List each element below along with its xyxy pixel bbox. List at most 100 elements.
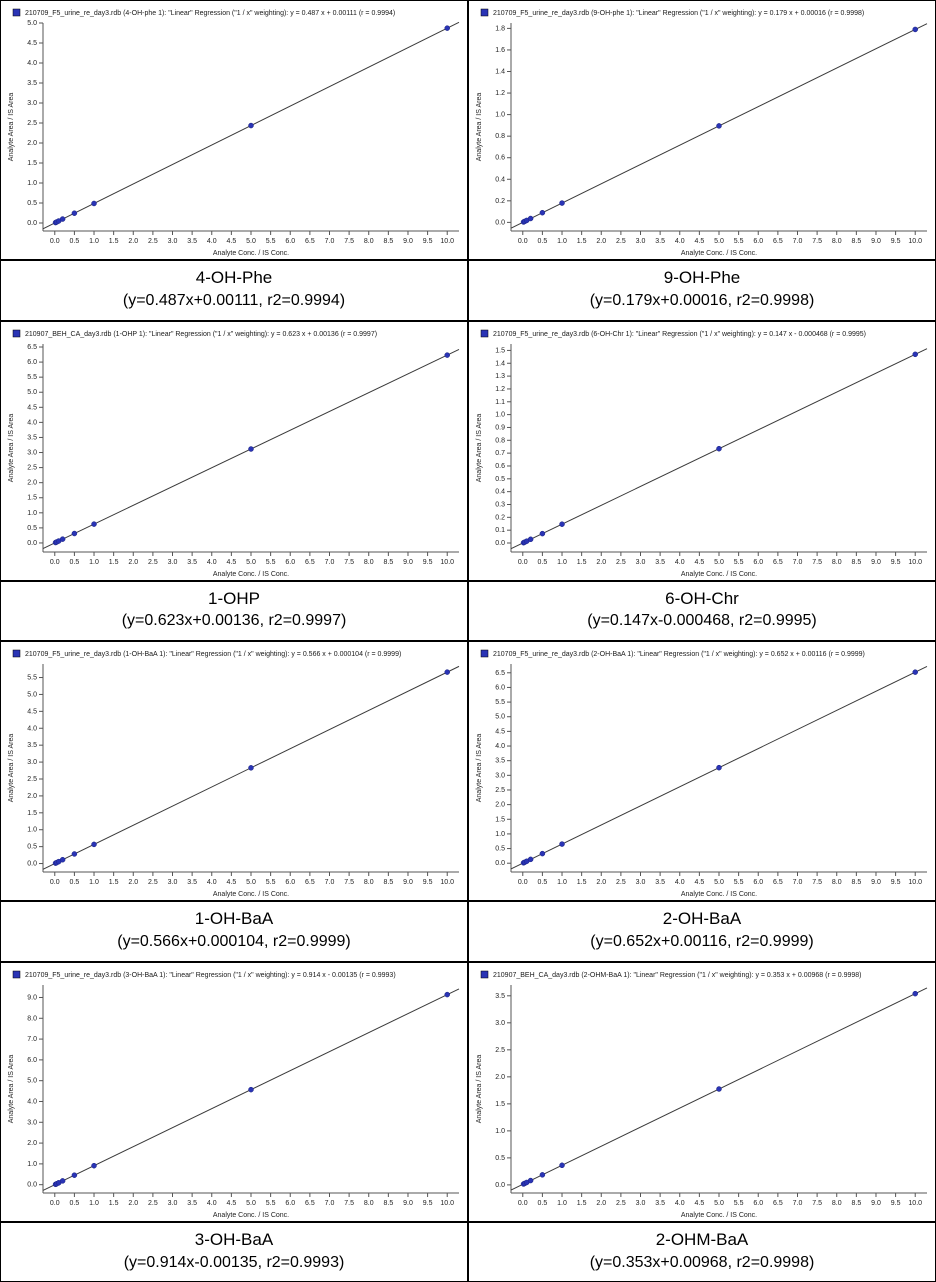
svg-text:4.5: 4.5 [695,559,705,566]
chart-header-text: 210709_F5_urine_re_day3.rdb (4-OH-phe 1)… [25,10,395,17]
svg-text:10.0: 10.0 [440,879,454,886]
caption-cell: 9-OH-Phe(y=0.179x+0.00016, r2=0.9998) [468,260,936,321]
svg-text:7.5: 7.5 [812,1200,822,1207]
svg-text:2.5: 2.5 [148,238,158,245]
svg-text:4.0: 4.0 [27,60,37,67]
svg-text:9.5: 9.5 [423,238,433,245]
svg-text:0.0: 0.0 [495,219,505,226]
svg-text:6.5: 6.5 [773,559,783,566]
data-point [717,765,722,770]
svg-text:6.5: 6.5 [773,879,783,886]
svg-text:1.6: 1.6 [495,47,505,54]
svg-text:1.0: 1.0 [557,879,567,886]
chart-cell: 210709_F5_urine_re_day3.rdb (1-OH-BaA 1)… [0,641,468,901]
svg-text:5.5: 5.5 [734,559,744,566]
svg-text:6.5: 6.5 [495,670,505,677]
svg-text:9.0: 9.0 [871,1200,881,1207]
svg-text:5.0: 5.0 [27,20,37,27]
chart-header-text: 210907_BEH_CA_day3.rdb (2-OHM-BaA 1): "L… [493,972,862,979]
svg-text:1.0: 1.0 [495,831,505,838]
svg-text:0.0: 0.0 [27,220,37,227]
svg-text:4.0: 4.0 [27,725,37,732]
svg-text:7.0: 7.0 [325,879,335,886]
svg-text:2.5: 2.5 [27,120,37,127]
data-point [913,991,918,996]
chart-cell: 210709_F5_urine_re_day3.rdb (4-OH-phe 1)… [0,0,468,260]
svg-text:1.1: 1.1 [495,398,505,405]
svg-text:7.5: 7.5 [812,238,822,245]
svg-text:0.0: 0.0 [495,860,505,867]
regression-equation: (y=0.353x+0.00968, r2=0.9998) [473,1252,931,1274]
svg-text:3.0: 3.0 [168,1200,178,1207]
svg-text:3.5: 3.5 [27,742,37,749]
svg-text:5.0: 5.0 [714,879,724,886]
svg-text:9.5: 9.5 [891,238,901,245]
svg-text:5.5: 5.5 [734,1200,744,1207]
svg-text:6.0: 6.0 [753,879,763,886]
svg-text:0.0: 0.0 [27,539,37,546]
svg-text:9.5: 9.5 [891,879,901,886]
y-axis-label: Analyte Area / IS Area [476,734,483,803]
data-point [560,521,565,526]
svg-text:0.5: 0.5 [495,846,505,853]
svg-text:4.0: 4.0 [495,743,505,750]
calibration-chart-3ohbaa: 210709_F5_urine_re_day3.rdb (3-OH-BaA 1)… [1,963,468,1222]
svg-text:8.5: 8.5 [383,238,393,245]
compound-name: 9-OH-Phe [473,267,931,290]
compound-name: 2-OH-BaA [473,908,931,931]
svg-text:1.5: 1.5 [577,1200,587,1207]
chart-cell: 210907_BEH_CA_day3.rdb (2-OHM-BaA 1): "L… [468,962,936,1222]
legend-marker-icon [13,330,20,337]
svg-text:2.5: 2.5 [148,1200,158,1207]
svg-text:2.5: 2.5 [148,879,158,886]
calibration-chart-2ohmbaa: 210907_BEH_CA_day3.rdb (2-OHM-BaA 1): "L… [469,963,936,1222]
svg-text:7.5: 7.5 [344,559,354,566]
caption-cell: 1-OH-BaA(y=0.566x+0.000104, r2=0.9999) [0,901,468,962]
svg-text:2.0: 2.0 [596,559,606,566]
svg-text:3.5: 3.5 [655,238,665,245]
svg-text:5.0: 5.0 [246,238,256,245]
svg-text:4.0: 4.0 [675,238,685,245]
svg-text:9.0: 9.0 [871,879,881,886]
chart-header-text: 210709_F5_urine_re_day3.rdb (3-OH-BaA 1)… [25,972,396,979]
svg-text:3.0: 3.0 [636,559,646,566]
data-point [72,1172,77,1177]
chart-header-text: 210709_F5_urine_re_day3.rdb (9-OH-phe 1)… [493,10,864,17]
caption-cell: 1-OHP(y=0.623x+0.00136, r2=0.9997) [0,581,468,642]
svg-text:3.5: 3.5 [495,758,505,765]
legend-marker-icon [13,971,20,978]
svg-text:1.5: 1.5 [109,879,119,886]
y-axis-label: Analyte Area / IS Area [8,1054,15,1123]
compound-name: 3-OH-BaA [5,1229,463,1252]
svg-text:5.5: 5.5 [734,879,744,886]
svg-text:8.0: 8.0 [364,238,374,245]
data-point [60,857,65,862]
svg-text:7.5: 7.5 [344,1200,354,1207]
regression-equation: (y=0.487x+0.00111, r2=0.9994) [5,290,463,312]
data-point [60,217,65,222]
svg-text:6.0: 6.0 [753,1200,763,1207]
svg-text:1.5: 1.5 [27,494,37,501]
svg-text:5.5: 5.5 [27,374,37,381]
data-point [72,211,77,216]
svg-text:6.0: 6.0 [285,559,295,566]
svg-text:10.0: 10.0 [908,1200,922,1207]
data-point [60,536,65,541]
svg-text:0.0: 0.0 [27,861,37,868]
svg-text:0.5: 0.5 [538,238,548,245]
data-point [249,446,254,451]
svg-text:3.0: 3.0 [27,449,37,456]
svg-text:3.5: 3.5 [27,80,37,87]
svg-text:5.0: 5.0 [246,1200,256,1207]
svg-text:6.0: 6.0 [495,684,505,691]
svg-text:3.0: 3.0 [168,879,178,886]
regression-equation: (y=0.914x-0.00135, r2=0.9993) [5,1252,463,1274]
svg-text:4.5: 4.5 [27,708,37,715]
data-point [92,521,97,526]
svg-text:9.0: 9.0 [871,559,881,566]
svg-text:1.0: 1.0 [27,1160,37,1167]
svg-text:0.0: 0.0 [495,540,505,547]
data-point [717,1086,722,1091]
svg-text:6.0: 6.0 [753,559,763,566]
svg-text:5.0: 5.0 [714,559,724,566]
